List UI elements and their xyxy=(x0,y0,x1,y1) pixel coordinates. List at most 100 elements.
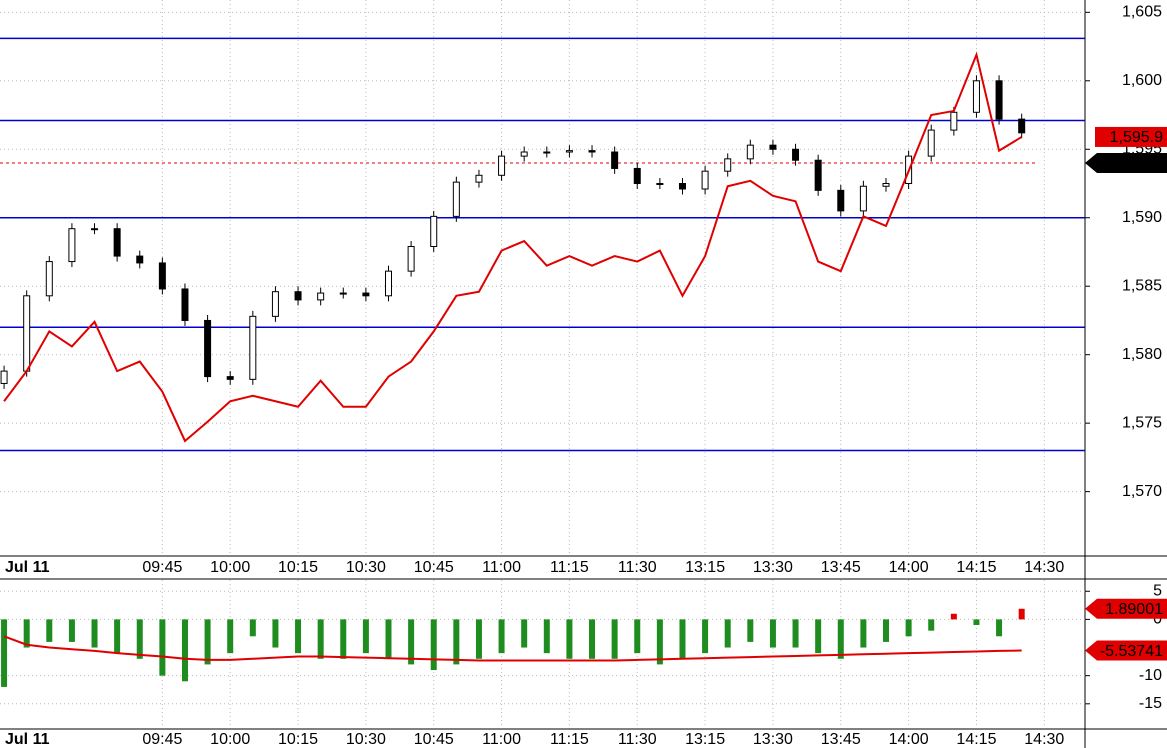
histogram-bar xyxy=(905,619,912,637)
histogram-bar xyxy=(589,619,596,659)
date-label: Jul 11 xyxy=(5,559,50,576)
x-tick-label: 10:30 xyxy=(346,559,386,576)
x-tick-label: 09:45 xyxy=(142,559,182,576)
candle-body xyxy=(113,228,121,257)
y-tick-label: 5 xyxy=(1153,582,1162,599)
x-tick-label: 10:15 xyxy=(278,559,318,576)
y-tick-label: 1,590 xyxy=(1122,209,1162,226)
candle-body xyxy=(565,150,573,153)
x-tick-label: 14:15 xyxy=(956,559,996,576)
histogram-bar xyxy=(385,619,392,659)
histogram-bar xyxy=(46,619,53,642)
x-tick-label: 13:30 xyxy=(753,559,793,576)
candle-body xyxy=(1018,118,1026,134)
overlay-line xyxy=(3,51,1023,443)
y-tick-label: 1,605 xyxy=(1122,4,1162,21)
y-tick-label: -10 xyxy=(1139,667,1162,684)
candle-body xyxy=(520,151,528,157)
x-tick-label: 14:15 xyxy=(956,731,996,748)
histogram-bar xyxy=(521,619,528,648)
candle-body xyxy=(136,255,144,264)
candle-body xyxy=(633,167,641,185)
candle-body xyxy=(339,292,347,295)
histogram-bar xyxy=(860,619,867,648)
histogram-bar xyxy=(996,619,1003,637)
x-tick-label: 10:00 xyxy=(210,731,250,748)
candle-body xyxy=(204,319,212,378)
x-tick-label: 09:45 xyxy=(142,731,182,748)
x-tick-label: 13:15 xyxy=(685,731,725,748)
x-tick-label: 13:30 xyxy=(753,731,793,748)
x-tick-label: 11:00 xyxy=(482,559,521,576)
candle-body xyxy=(543,151,551,154)
histogram-bar xyxy=(883,619,890,642)
histogram-bar xyxy=(566,619,573,659)
candle-body xyxy=(158,262,166,290)
histogram-bar xyxy=(928,619,935,631)
histogram-bar xyxy=(837,619,844,659)
histogram-bar xyxy=(340,619,347,659)
histogram-bar xyxy=(136,619,143,659)
candle-body xyxy=(0,370,8,384)
x-tick-label: 10:00 xyxy=(210,559,250,576)
candle-body xyxy=(45,261,53,297)
histogram-bar xyxy=(475,619,482,659)
histogram-bar xyxy=(747,619,754,642)
candle-body xyxy=(724,158,732,172)
price-label: 1.89001 xyxy=(1105,601,1163,618)
x-tick-label: 13:45 xyxy=(821,731,861,748)
date-label: Jul 11 xyxy=(5,731,50,748)
histogram-bar xyxy=(295,619,302,654)
x-tick-label: 11:30 xyxy=(618,731,657,748)
candle-body xyxy=(814,159,822,191)
histogram-bar xyxy=(227,619,234,654)
x-tick-label: 10:30 xyxy=(346,731,386,748)
histogram-bar xyxy=(204,619,211,665)
x-tick-label: 11:00 xyxy=(482,731,521,748)
candle-body xyxy=(430,215,438,248)
y-tick-label: 1,575 xyxy=(1122,414,1162,431)
candle-body xyxy=(294,291,302,301)
histogram-bar xyxy=(679,619,686,659)
x-tick-label: 10:45 xyxy=(414,731,454,748)
histogram-bar xyxy=(769,619,776,648)
candle-body xyxy=(498,155,506,176)
price-label: -5.53741 xyxy=(1100,643,1163,660)
x-tick-label: 10:45 xyxy=(414,559,454,576)
candle-body xyxy=(972,80,980,113)
x-tick-label: 14:30 xyxy=(1024,731,1064,748)
candle-body xyxy=(656,183,664,186)
candle-body xyxy=(362,292,370,297)
y-tick-label: 1,585 xyxy=(1122,277,1162,294)
histogram-bar xyxy=(950,613,957,620)
histogram-bar xyxy=(272,619,279,648)
x-tick-label: 14:30 xyxy=(1024,559,1064,576)
candle-body xyxy=(859,185,867,212)
candle-body xyxy=(317,292,325,301)
histogram-bar xyxy=(453,619,460,665)
price-box xyxy=(1095,126,1167,147)
histogram-bar xyxy=(159,619,166,676)
y-tick-label: 1,570 xyxy=(1122,483,1162,500)
price-box xyxy=(1085,598,1167,619)
x-tick-label: 13:15 xyxy=(685,559,725,576)
histogram-bar xyxy=(543,619,550,654)
histogram-bar xyxy=(656,619,663,665)
x-tick-label: 11:15 xyxy=(550,559,589,576)
histogram-bar xyxy=(634,619,641,654)
price-label: 1,594.0 xyxy=(1110,155,1163,172)
histogram-bar xyxy=(408,619,415,665)
histogram-bar xyxy=(611,619,618,659)
histogram-bar xyxy=(68,619,75,642)
candle-body xyxy=(995,80,1003,120)
y-tick-label: 1,600 xyxy=(1122,72,1162,89)
y-tick-label: -15 xyxy=(1139,695,1162,712)
histogram-bar xyxy=(1018,608,1025,620)
candle-body xyxy=(882,183,890,187)
candle-body xyxy=(792,148,800,161)
x-tick-label: 10:15 xyxy=(278,731,318,748)
candle-body xyxy=(837,189,845,212)
candle-body xyxy=(588,150,596,153)
candle-body xyxy=(746,144,754,160)
